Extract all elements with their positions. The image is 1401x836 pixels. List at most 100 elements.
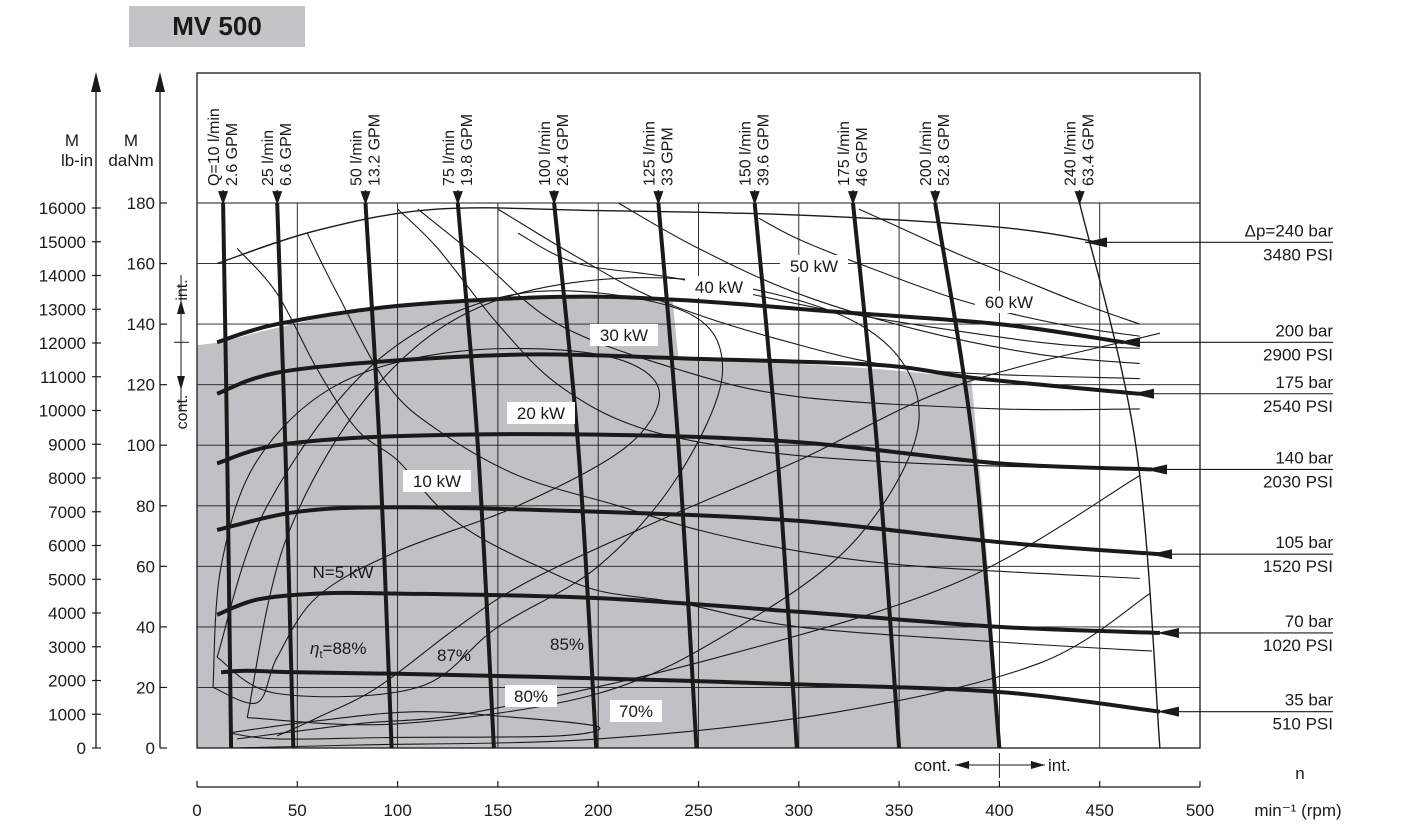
pressure-curve-3 xyxy=(216,505,1161,557)
efficiency-label: 87% xyxy=(437,646,471,665)
flow-label-lpm: 75 l/min xyxy=(441,130,458,186)
flow-line-5 xyxy=(552,202,599,749)
x-tick-label: 400 xyxy=(985,801,1013,820)
pressure-label-psi: 1520 PSI xyxy=(1263,557,1333,576)
y-lbin-tick-label: 6000 xyxy=(48,537,86,556)
iso-curve-11 xyxy=(417,208,1140,411)
x-tick-label: 0 xyxy=(192,801,201,820)
speed-int-arrow xyxy=(1031,761,1045,769)
y-lbin-tick-label: 16000 xyxy=(39,199,86,218)
y-dnm-tick-label: 20 xyxy=(136,678,155,697)
y-dnm-tick-label: 180 xyxy=(127,194,155,213)
flow-label-gpm: 2.6 GPM xyxy=(224,123,241,186)
flow-line-3 xyxy=(363,202,394,749)
pressure-label-bar: 200 bar xyxy=(1275,321,1333,340)
iso-curve-9 xyxy=(306,233,1140,579)
pressure-arrow xyxy=(1150,549,1172,560)
y-lbin-tick-label: 14000 xyxy=(39,267,86,286)
power-label-bg xyxy=(975,291,1043,313)
x-tick-label: 100 xyxy=(383,801,411,820)
efficiency-label-bg xyxy=(505,685,557,707)
y-axis-lbin-arrow xyxy=(91,72,101,92)
pressure-label-bar: 35 bar xyxy=(1285,691,1334,710)
y-lbin-tick-label: 0 xyxy=(77,739,86,758)
y-lbin-tick-label: 2000 xyxy=(48,672,86,691)
iso-curve-1 xyxy=(229,711,601,740)
x-tick-label: 200 xyxy=(584,801,612,820)
iso-curve-2 xyxy=(212,347,661,705)
pressure-arrow xyxy=(1132,388,1154,399)
y-lbin-tick-label: 8000 xyxy=(48,469,86,488)
pressure-label-bar: 140 bar xyxy=(1275,448,1333,467)
iso-curve-13 xyxy=(517,232,1140,349)
efficiency-label: ηt=88% xyxy=(310,639,366,661)
y-lbin-tick-label: 11000 xyxy=(40,368,86,387)
pressure-label-bar: Δp=240 bar xyxy=(1245,221,1334,240)
y-dnm-axis-title: M xyxy=(124,131,138,150)
x-tick-label: 350 xyxy=(885,801,913,820)
flow-label-lpm: 50 l/min xyxy=(349,130,366,186)
power-label: 10 kW xyxy=(413,472,461,491)
flow-line-6 xyxy=(656,202,699,749)
flow-arrow-head xyxy=(549,191,560,206)
flow-arrow-head xyxy=(218,191,229,206)
flow-label-gpm: 46 GPM xyxy=(854,127,871,186)
y-lbin-tick-label: 15000 xyxy=(39,233,86,252)
flow-label-gpm: 13.2 GPM xyxy=(367,114,384,186)
flow-arrow-head xyxy=(272,191,283,206)
flow-arrow-head xyxy=(749,191,760,206)
power-label-bg xyxy=(507,402,575,424)
flow-label-lpm: 200 l/min xyxy=(918,121,935,186)
pressure-label-psi: 2030 PSI xyxy=(1263,472,1333,491)
flow-line-10 xyxy=(1078,202,1161,749)
y-dnm-tick-label: 60 xyxy=(136,557,155,576)
x-tick-label: 150 xyxy=(484,801,512,820)
iso-curve-7 xyxy=(276,332,1161,737)
pressure-label-psi: 510 PSI xyxy=(1273,715,1334,734)
flow-label-lpm: 100 l/min xyxy=(537,121,554,186)
pressure-curve-7 xyxy=(216,207,1100,265)
torque-int-arrow xyxy=(177,300,185,314)
y-dnm-tick-label: 120 xyxy=(127,376,155,395)
y-lbin-tick-label: 4000 xyxy=(48,604,86,623)
flow-arrow-head xyxy=(360,191,371,206)
iso-curve-6 xyxy=(233,593,1151,749)
y-lbin-axis-unit: lb-in xyxy=(61,151,93,170)
pressure-arrow xyxy=(1157,706,1179,717)
flow-arrow-head xyxy=(930,191,941,206)
flow-line-9 xyxy=(933,202,1002,749)
power-label: 20 kW xyxy=(517,404,565,423)
power-label-bg xyxy=(403,470,471,492)
iso-curve-10 xyxy=(397,208,1140,470)
power-label: 60 kW xyxy=(985,293,1033,312)
pressure-arrow xyxy=(1145,464,1167,475)
y-dnm-tick-label: 0 xyxy=(146,739,155,758)
flow-line-2 xyxy=(275,202,296,749)
efficiency-label: 80% xyxy=(514,687,548,706)
power-label: 30 kW xyxy=(600,326,648,345)
x-axis-unit: min⁻¹ (rpm) xyxy=(1254,801,1341,820)
power-label-bg xyxy=(780,255,848,277)
flow-label-lpm: 150 l/min xyxy=(738,121,755,186)
flow-label-gpm: 39.6 GPM xyxy=(756,114,773,186)
flow-label-gpm: 6.6 GPM xyxy=(278,123,295,186)
pressure-curve-4 xyxy=(216,432,1152,472)
torque-int-label: int. xyxy=(174,279,191,300)
y-lbin-tick-label: 9000 xyxy=(48,435,86,454)
pressure-arrow xyxy=(1085,237,1107,248)
efficiency-label-bg xyxy=(610,700,662,722)
iso-curve-14 xyxy=(618,202,1140,365)
chart-title: MV 500 xyxy=(172,11,262,41)
iso-curve-4 xyxy=(246,277,920,726)
pressure-label-psi: 1020 PSI xyxy=(1263,636,1333,655)
pressure-label-psi: 2900 PSI xyxy=(1263,345,1333,364)
flow-label-gpm: 63.4 GPM xyxy=(1081,114,1098,186)
flow-label-gpm: 26.4 GPM xyxy=(555,114,572,186)
y-lbin-tick-label: 10000 xyxy=(39,402,86,421)
speed-int-label: int. xyxy=(1048,756,1071,775)
y-dnm-axis-unit: daNm xyxy=(108,151,153,170)
x-tick-label: 300 xyxy=(785,801,813,820)
chart-title-box: MV 500 xyxy=(129,6,305,47)
flow-line-4 xyxy=(455,202,496,749)
y-dnm-tick-label: 160 xyxy=(127,255,155,274)
